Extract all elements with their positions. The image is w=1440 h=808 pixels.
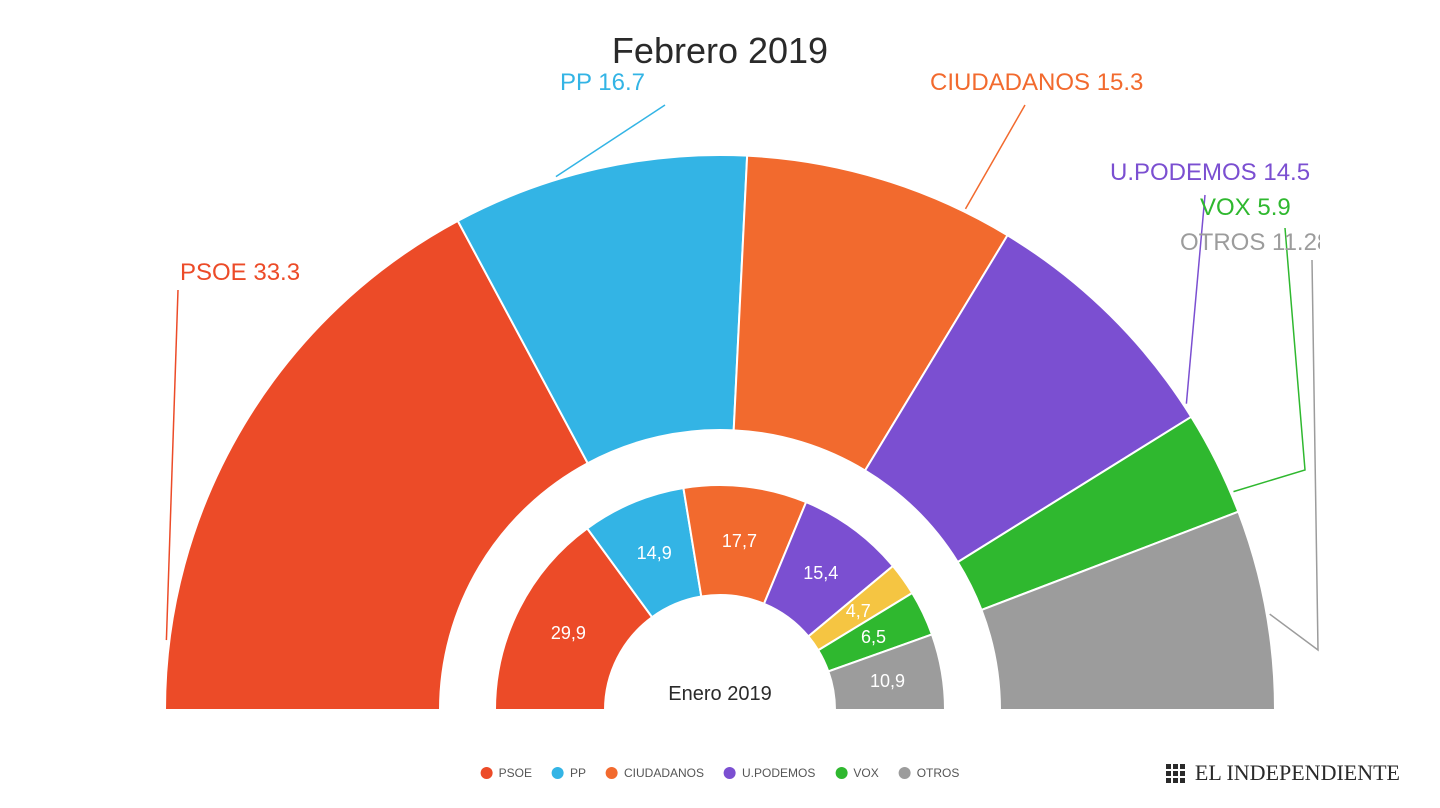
legend-swatch	[899, 767, 911, 779]
leader-line	[965, 105, 1025, 209]
outer-label: VOX 5.9	[1200, 194, 1291, 221]
legend-item: PP	[552, 766, 586, 780]
legend-item: OTROS	[899, 766, 960, 780]
legend-label: OTROS	[917, 766, 960, 780]
leader-line	[1186, 195, 1205, 404]
leader-line	[1270, 260, 1318, 650]
brand-icon	[1166, 764, 1185, 783]
outer-label: PSOE 33.3	[180, 259, 300, 286]
legend-swatch	[552, 767, 564, 779]
chart-container: 29,9 14,9 17,7 15,4 4,7 6,5 10,9 Enero 2019 PSOE…	[120, 50, 1320, 750]
legend-label: U.PODEMOS	[742, 766, 815, 780]
legend-item: PSOE	[481, 766, 532, 780]
brand-text: EL INDEPENDIENTE	[1195, 760, 1400, 786]
inner-label-ciudadanos: 17,7	[722, 531, 757, 551]
inner-label-u.podemos: 15,4	[803, 563, 838, 583]
legend-label: PP	[570, 766, 586, 780]
inner-label-otros: 10,9	[870, 671, 905, 691]
legend-label: VOX	[853, 766, 878, 780]
leader-line	[166, 290, 178, 640]
outer-label: U.PODEMOS 14.5	[1110, 159, 1310, 186]
legend-swatch	[481, 767, 493, 779]
inner-label-pp: 14,9	[637, 543, 672, 563]
legend-label: CIUDADANOS	[624, 766, 704, 780]
semi-donut-chart: 29,9 14,9 17,7 15,4 4,7 6,5 10,9 Enero 2019 PSOE…	[120, 50, 1320, 750]
legend: PSOE PP CIUDADANOS U.PODEMOS VOX OTROS	[481, 766, 960, 780]
brand-logo: EL INDEPENDIENTE	[1166, 760, 1400, 786]
outer-label: OTROS 11.28	[1180, 229, 1320, 256]
legend-label: PSOE	[499, 766, 532, 780]
leader-line	[1233, 228, 1305, 492]
legend-item: U.PODEMOS	[724, 766, 815, 780]
outer-label: PP 16.7	[560, 69, 645, 96]
inner-label-extra: 4,7	[846, 601, 871, 621]
legend-item: VOX	[835, 766, 878, 780]
legend-swatch	[606, 767, 618, 779]
legend-swatch	[724, 767, 736, 779]
legend-item: CIUDADANOS	[606, 766, 704, 780]
inner-label-vox: 6,5	[861, 627, 886, 647]
legend-swatch	[835, 767, 847, 779]
inner-chart-title: Enero 2019	[668, 683, 771, 705]
outer-label: CIUDADANOS 15.3	[930, 69, 1143, 96]
inner-label-psoe: 29,9	[551, 623, 586, 643]
